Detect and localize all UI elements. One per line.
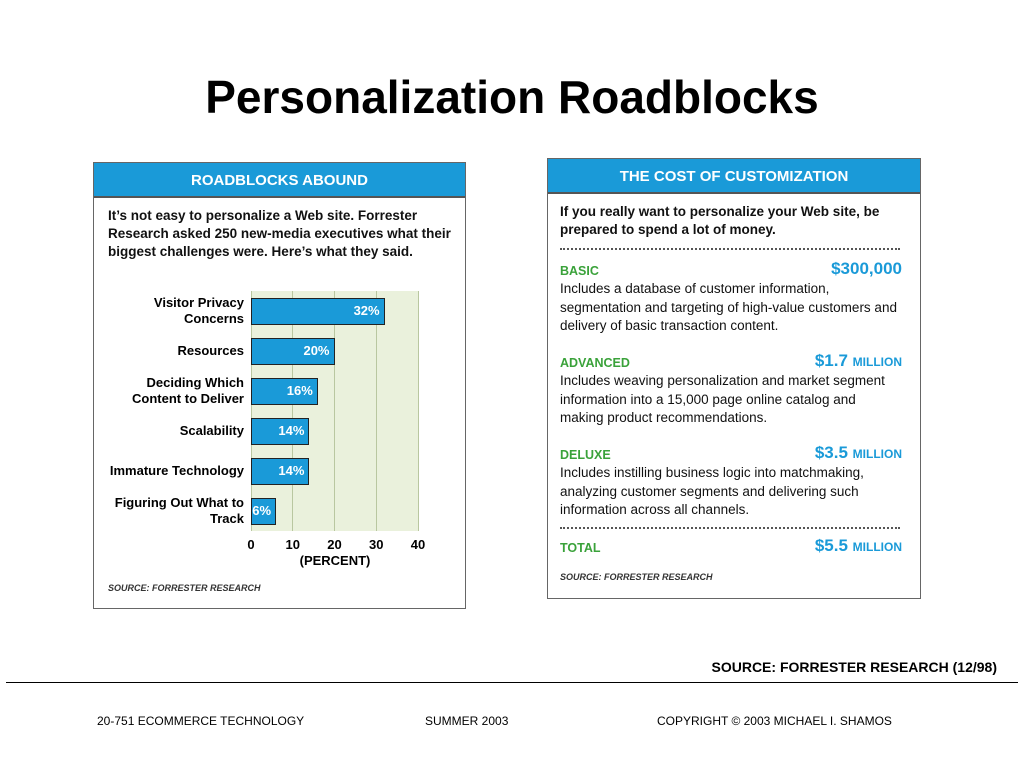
bar: 20%	[251, 337, 335, 365]
amount-unit: MILLION	[852, 540, 902, 554]
divider	[560, 248, 900, 250]
x-axis-label: (PERCENT)	[299, 553, 371, 568]
amount: $300,000	[831, 259, 902, 278]
tier-amount: $300,000	[831, 259, 902, 279]
bar: 32%	[251, 297, 385, 325]
amount: $1.7	[814, 351, 848, 370]
amount: $5.5	[814, 536, 848, 555]
chart-subtitle: It’s not easy to personalize a Web site.…	[108, 208, 451, 259]
amount: $3.5	[814, 443, 848, 462]
value-label: 32%	[353, 302, 380, 318]
value-label: 16%	[286, 382, 313, 398]
value-label: 20%	[303, 342, 330, 358]
tier-amount: $3.5 MILLION	[815, 443, 902, 463]
total-amount: $5.5 MILLION	[815, 536, 902, 556]
grid-line	[250, 291, 252, 531]
category-label: Immature Technology	[109, 463, 244, 478]
category-label: Resources	[177, 343, 244, 358]
x-tick-label: 40	[410, 537, 426, 552]
grid-line	[334, 291, 335, 531]
slide-source: SOURCE: FORRESTER RESEARCH (12/98)	[711, 659, 998, 675]
grid-line	[417, 291, 419, 531]
category-label: Scalability	[179, 423, 244, 438]
tier-name: DELUXE	[560, 448, 611, 462]
tier-name: ADVANCED	[560, 356, 630, 370]
divider	[560, 527, 900, 529]
chart-source: SOURCE: FORRESTER RESEARCH	[108, 583, 261, 593]
footer-rule	[6, 682, 1018, 683]
total-name: TOTAL	[560, 541, 601, 555]
x-tick-label: 20	[327, 537, 342, 552]
tier-description: Includes instilling business logic into …	[560, 465, 864, 517]
slide-title: Personalization Roadblocks	[205, 71, 819, 123]
tier-amount: $1.7 MILLION	[815, 351, 902, 371]
chart-panel: ROADBLOCKS ABOUND It’s not easy to perso…	[93, 162, 466, 609]
bar: 14%	[251, 457, 310, 485]
grid-line	[292, 291, 294, 531]
cost-title: THE COST OF CUSTOMIZATION	[548, 159, 920, 194]
cost-panel: THE COST OF CUSTOMIZATION If you really …	[547, 158, 921, 599]
bar: 16%	[251, 377, 318, 405]
footer-copyright: COPYRIGHT © 2003 MICHAEL I. SHAMOS	[657, 714, 892, 728]
category-label: Visitor Privacy Concerns	[153, 295, 244, 326]
x-tick-label: 10	[285, 537, 300, 552]
cost-source: SOURCE: FORRESTER RESEARCH	[560, 572, 713, 582]
value-label: 14%	[278, 462, 305, 478]
value-label: 14%	[278, 422, 305, 438]
category-label: Deciding Which Content to Deliver	[132, 375, 244, 406]
amount-unit: MILLION	[852, 447, 902, 461]
chart-title: ROADBLOCKS ABOUND	[94, 163, 465, 198]
tier-description: Includes weaving personalization and mar…	[560, 373, 885, 425]
tier-name: BASIC	[560, 264, 599, 278]
grid-line	[375, 291, 377, 531]
tier-description: Includes a database of customer informat…	[560, 281, 897, 333]
value-label: 6%	[252, 502, 272, 518]
footer-course: 20-751 ECOMMERCE TECHNOLOGY	[97, 714, 305, 728]
x-tick-label: 0	[247, 537, 255, 552]
cost-intro: If you really want to personalize your W…	[560, 204, 880, 237]
footer-term: SUMMER 2003	[425, 714, 509, 728]
bar: 14%	[251, 417, 310, 445]
category-label: Figuring Out What to Track	[114, 495, 244, 526]
bar: 6%	[251, 497, 277, 525]
x-tick-label: 30	[369, 537, 384, 552]
amount-unit: MILLION	[852, 355, 902, 369]
